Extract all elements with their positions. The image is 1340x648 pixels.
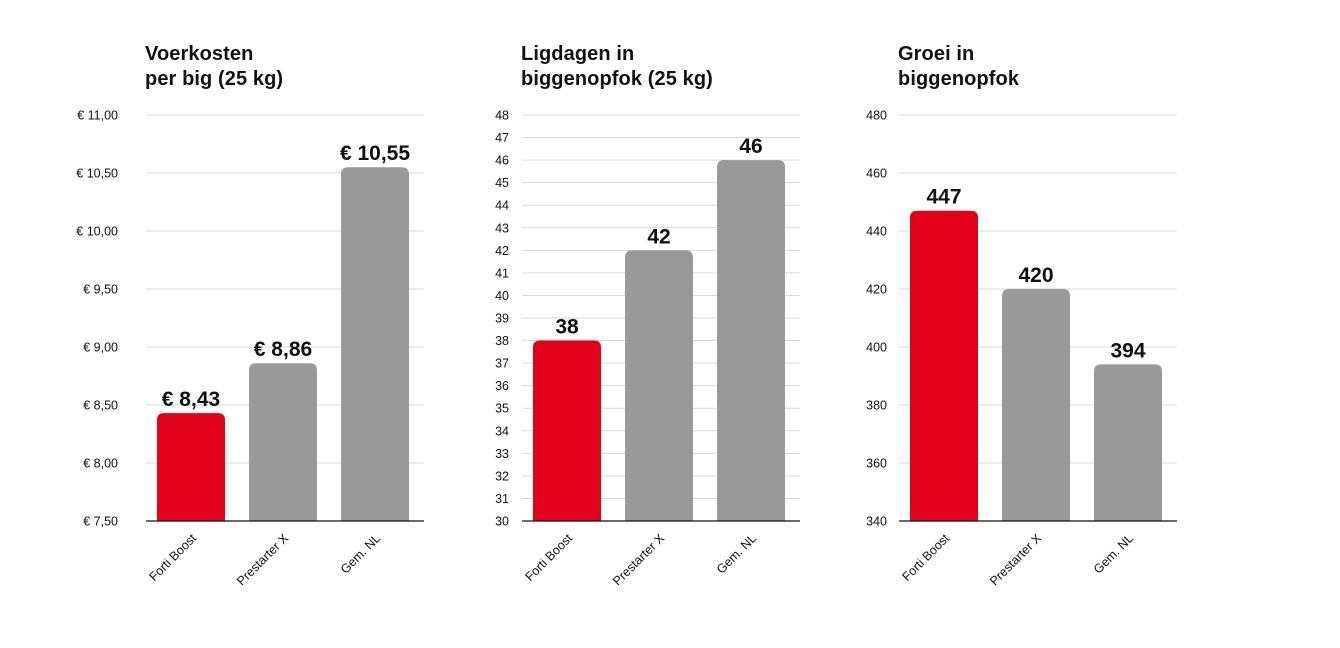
x-tick-label: Prestarter X [987,531,1045,589]
y-tick-label: 340 [866,515,887,529]
y-tick-label: 44 [495,199,509,213]
chart-title: Voerkosten per big (25 kg) [145,43,284,90]
x-tick-label: Forti Boost [522,531,575,584]
y-tick-label: 380 [866,399,887,413]
y-tick-label: 45 [495,176,509,190]
y-tick-label: € 10,00 [76,225,118,239]
chart-panel-groei: Groei in biggenopfok 340 360 380 400 420 440 4… [860,0,1340,648]
y-tick-label: 460 [866,167,887,181]
x-tick-label: Prestarter X [610,531,668,589]
y-tick-label: € 9,50 [83,283,118,297]
data-label: € 8,43 [162,388,220,411]
y-tick-label: 30 [495,515,509,529]
y-tick-label: 48 [495,109,509,123]
y-tick-label: 420 [866,283,887,297]
y-tick-label: 440 [866,225,887,239]
y-tick-label: € 9,00 [83,341,118,355]
data-label: 38 [555,316,579,339]
y-tick-label: 31 [495,492,509,506]
y-tick-label: € 10,50 [76,167,118,181]
x-tick-label: Forti Boost [899,531,952,584]
y-tick-label: 36 [495,379,509,393]
y-tick-label: € 8,00 [83,457,118,471]
y-tick-label: 480 [866,109,887,123]
x-tick-label: Gem. NL [338,531,383,576]
data-label: 42 [647,225,670,248]
y-tick-label: 37 [495,357,509,371]
bar-prestarter-x [625,250,693,522]
bar-forti-boost [910,210,978,521]
y-tick-label: € 7,50 [83,515,118,529]
x-tick-label: Gem. NL [714,531,759,576]
bar-gem-nl [1094,364,1162,521]
bar-prestarter-x [1002,289,1070,521]
x-tick-label: Prestarter X [234,531,292,589]
bar-gem-nl [717,160,785,521]
bar-forti-boost [157,413,225,521]
chart-title: Ligdagen in biggenopfok (25 kg) [521,43,713,90]
bar-prestarter-x [249,363,317,521]
y-tick-label: 42 [495,244,509,258]
bar-gem-nl [341,167,409,521]
y-tick-label: 33 [495,447,509,461]
y-tick-label: 360 [866,457,887,471]
x-tick-label: Forti Boost [146,531,199,584]
data-label: 420 [1018,264,1053,287]
y-tick-label: € 11,00 [77,109,118,123]
y-tick-label: 38 [495,334,509,348]
y-tick-label: € 8,50 [83,399,118,413]
x-tick-label: Gem. NL [1091,531,1136,576]
chart-panel-voerkosten: Voerkosten per big (25 kg) € 7,50 € 8,00 €… [0,0,440,648]
y-tick-label: 39 [495,312,509,326]
data-label: 46 [739,135,762,158]
y-tick-label: 41 [495,266,509,280]
data-label: € 10,55 [340,142,410,165]
data-label: € 8,86 [254,338,312,361]
data-label: 447 [926,186,961,209]
chart-ligdagen: 30 31 32 33 34 35 36 37 38 39 40 41 42 43 44 45 46 47 48 38… [495,109,800,589]
chart-groei: 340 360 380 400 420 440 460 480 447 Forti Boost 42… [866,109,1177,589]
y-tick-label: 34 [495,424,509,438]
y-tick-label: 32 [495,469,509,483]
bar-forti-boost [533,340,601,521]
y-tick-label: 40 [495,289,509,303]
y-tick-label: 46 [495,154,509,168]
chart-panel-ligdagen: Ligdagen in biggenopfok (25 kg) 30 31 32 33… [440,0,860,648]
chart-title: Groei in biggenopfok [898,43,1020,90]
y-tick-label: 35 [495,402,509,416]
chart-voerkosten: € 7,50 € 8,00 € 8,50 € 9,00 € 9,50 € 10,00 € 1… [76,109,424,589]
y-tick-label: 47 [495,131,509,145]
data-label: 394 [1110,339,1145,362]
y-tick-label: 400 [866,341,887,355]
y-tick-label: 43 [495,221,509,235]
